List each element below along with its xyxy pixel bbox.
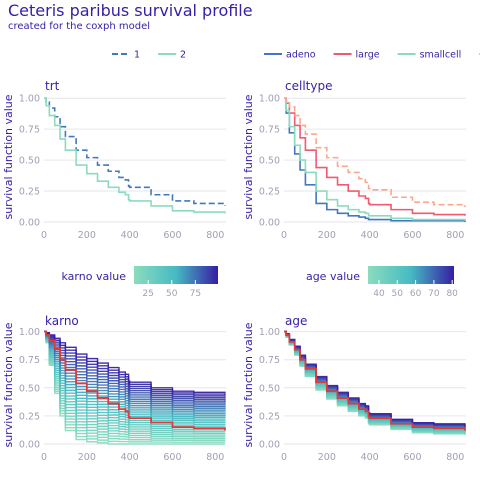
y-tick-label: 0.75 — [19, 125, 40, 136]
y-tick-label: 0.50 — [19, 156, 40, 167]
series-line-large — [284, 97, 466, 216]
y-tick-label: 0.00 — [259, 440, 280, 451]
legend-label: 1 — [134, 50, 140, 61]
profile-line — [44, 330, 226, 396]
colorbar-tick-label: 60 — [410, 289, 422, 299]
x-tick-label: 400 — [361, 230, 379, 241]
x-tick-label: 0 — [41, 230, 47, 241]
colorbar-tick-label: 70 — [428, 289, 440, 299]
y-tick-label: 1.00 — [19, 327, 40, 338]
x-tick-label: 0 — [281, 230, 287, 241]
x-tick-label: 400 — [121, 230, 139, 241]
y-tick-label: 0.00 — [19, 218, 40, 229]
legend-item-1: 1 — [112, 50, 140, 61]
colorbar-tick-label: 75 — [190, 289, 201, 299]
colorbar-title: age value — [306, 270, 360, 283]
x-tick-label: 0 — [41, 452, 47, 463]
x-tick-label: 200 — [318, 452, 336, 463]
y-tick-label: 0.50 — [19, 383, 40, 394]
y-tick-label: 0.25 — [259, 187, 280, 198]
colorbar — [368, 266, 454, 284]
x-tick-label: 200 — [318, 230, 336, 241]
legend-label: large — [356, 50, 380, 61]
profile-line — [284, 330, 466, 427]
colorbar-tick-label: 80 — [446, 289, 458, 299]
x-tick-label: 400 — [121, 452, 139, 463]
panel-title: trt — [45, 79, 60, 93]
colorbar-tick-label: 40 — [373, 289, 385, 299]
colorbar-tick-label: 50 — [392, 289, 404, 299]
colorbar-tick-label: 25 — [142, 289, 153, 299]
y-axis-title: survival function value — [2, 94, 15, 219]
y-tick-label: 0.75 — [259, 355, 280, 366]
x-tick-label: 800 — [446, 230, 464, 241]
legend-item-smallcell: smallcell — [397, 50, 462, 61]
x-tick-label: 600 — [403, 230, 421, 241]
panel-title: karno — [45, 314, 79, 328]
y-tick-label: 0.50 — [259, 383, 280, 394]
y-tick-label: 1.00 — [259, 327, 280, 338]
colorbar-tick-label: 50 — [166, 289, 178, 299]
panel-title: celltype — [285, 79, 332, 93]
panel-trt: 0.00 0.25 0.50 0.75 1.00 0 200 400 600 800 trt surv… — [2, 50, 226, 241]
y-tick-label: 0.25 — [259, 411, 280, 422]
panel-age: 0.00 0.25 0.50 0.75 1.00 0 200 400 600 800 age surv… — [242, 266, 466, 463]
x-tick-label: 200 — [78, 230, 96, 241]
x-tick-label: 800 — [446, 452, 464, 463]
y-tick-label: 0.00 — [259, 218, 280, 229]
series-line-1 — [44, 97, 226, 206]
profile-line — [44, 330, 226, 413]
y-tick-label: 0.75 — [259, 125, 280, 136]
profile-line — [284, 330, 466, 427]
y-tick-label: 0.25 — [19, 411, 40, 422]
chart-subtitle: created for the coxph model — [8, 21, 151, 32]
panel-karno: 0.00 0.25 0.50 0.75 1.00 0 200 400 600 800 karno su… — [2, 266, 226, 463]
y-tick-label: 0.00 — [19, 440, 40, 451]
colorbar-title: karno value — [62, 270, 127, 283]
legend-item-2: 2 — [158, 50, 186, 61]
series-line-smallcell — [284, 97, 466, 221]
y-tick-label: 1.00 — [19, 94, 40, 105]
y-axis-title: survival function value — [242, 94, 255, 219]
legend-label: adeno — [286, 50, 316, 61]
observation-line — [44, 330, 226, 431]
profile-line — [44, 330, 226, 394]
y-tick-label: 0.25 — [19, 187, 40, 198]
legend-label: 2 — [180, 50, 186, 61]
chart-title: Ceteris paribus survival profile — [8, 1, 253, 20]
colorbar — [134, 266, 218, 284]
y-tick-label: 0.75 — [19, 355, 40, 366]
x-tick-label: 800 — [206, 230, 224, 241]
series-line-2 — [44, 97, 226, 214]
x-tick-label: 600 — [163, 452, 181, 463]
y-axis-title: survival function value — [2, 322, 15, 447]
panel-title: age — [285, 314, 307, 328]
x-tick-label: 800 — [206, 452, 224, 463]
y-tick-label: 0.50 — [259, 156, 280, 167]
x-tick-label: 200 — [78, 452, 96, 463]
observation-line — [284, 330, 466, 431]
x-tick-label: 0 — [281, 452, 287, 463]
y-tick-label: 1.00 — [259, 94, 280, 105]
x-tick-label: 600 — [163, 230, 181, 241]
y-axis-title: survival function value — [242, 322, 255, 447]
legend-label: smallcell — [420, 50, 462, 61]
panel-celltype: 0.00 0.25 0.50 0.75 1.00 0 200 400 600 800 celltyp… — [242, 50, 480, 241]
x-tick-label: 400 — [361, 452, 379, 463]
x-tick-label: 600 — [403, 452, 421, 463]
legend-item-large: large — [333, 50, 380, 61]
legend-item-adeno: adeno — [264, 50, 316, 61]
